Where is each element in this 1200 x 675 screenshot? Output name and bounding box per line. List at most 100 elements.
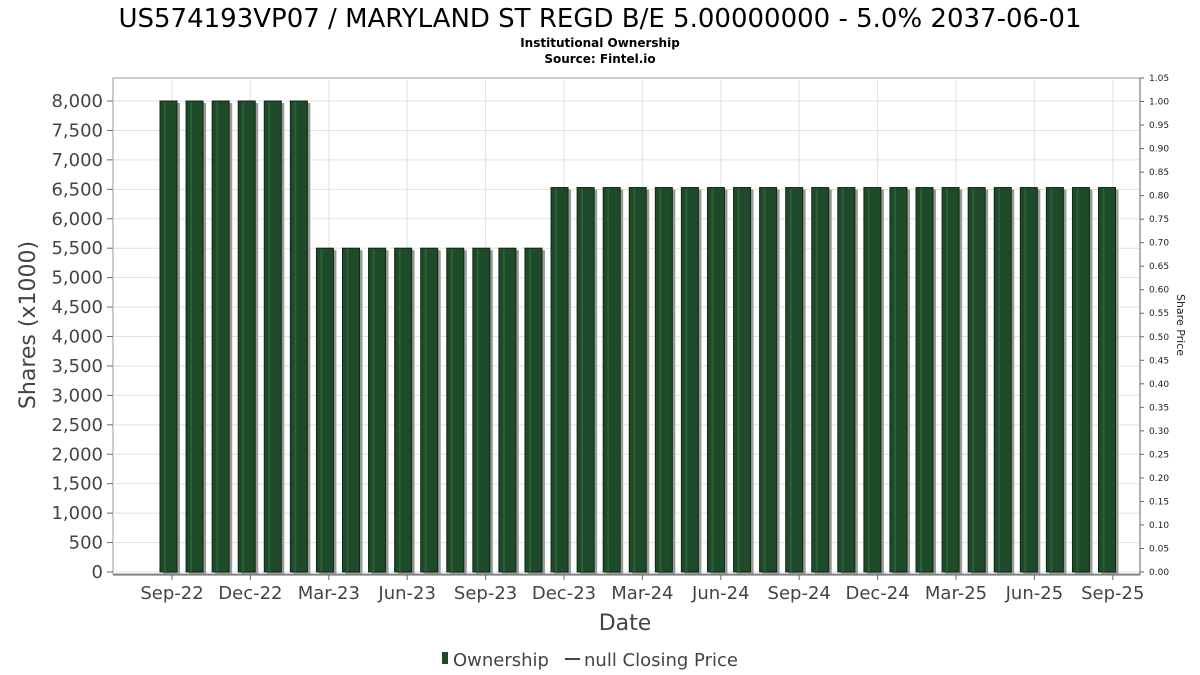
x-tick-label: Jun-23: [377, 583, 436, 604]
bar: [1045, 187, 1064, 573]
y2-tick-label: 0.75: [1149, 215, 1169, 225]
x-tick-label: Sep-23: [454, 583, 517, 604]
y-tick-label: 2,500: [51, 415, 103, 436]
bar: [759, 187, 778, 573]
bar: [733, 187, 752, 573]
bar: [289, 100, 308, 573]
y2-tick-label: 0.90: [1149, 145, 1169, 155]
y2-tick-label: 0.45: [1149, 356, 1169, 366]
y-tick-label: 4,500: [51, 297, 103, 318]
bar: [915, 187, 934, 573]
bar-highlight: [633, 188, 636, 572]
bar: [394, 247, 413, 573]
bar-highlight: [1102, 188, 1105, 572]
y-tick-label: 3,500: [51, 356, 103, 377]
bar: [420, 247, 439, 573]
bar: [680, 187, 699, 573]
y-tick-label: 8,000: [51, 91, 103, 112]
x-tick-label: Dec-23: [532, 583, 596, 604]
bar-highlight: [946, 188, 949, 572]
y2-tick-label: 0.10: [1149, 521, 1169, 531]
y-tick-label: 5,500: [51, 238, 103, 259]
bar-highlight: [164, 102, 166, 572]
bar-highlight: [1076, 188, 1079, 572]
bar: [159, 100, 178, 573]
bar: [811, 187, 830, 573]
bar-highlight: [242, 102, 245, 572]
bar-highlight: [502, 249, 505, 572]
bar-highlight: [607, 188, 610, 572]
y2-tick-label: 0.65: [1149, 262, 1169, 272]
bar: [472, 247, 491, 573]
bar: [628, 187, 647, 573]
bar: [211, 100, 230, 573]
bar: [863, 187, 882, 573]
legend: Ownership null Closing Price: [442, 650, 738, 671]
y-tick-label: 500: [69, 533, 103, 554]
bar-highlight: [737, 188, 740, 572]
bar-highlight: [1050, 188, 1053, 572]
x-tick-label: Mar-23: [298, 583, 360, 604]
bar-highlight: [893, 188, 896, 572]
x-tick-label: Dec-24: [845, 583, 909, 604]
bar: [550, 187, 569, 573]
y2-tick-label: 0.20: [1149, 474, 1169, 484]
bar-highlight: [320, 249, 323, 572]
bar-highlight: [450, 249, 453, 572]
y2-tick-label: 0.55: [1149, 309, 1169, 319]
bar-highlight: [190, 102, 193, 572]
bar-highlight: [398, 249, 401, 572]
y2-tick-label: 1.05: [1149, 74, 1169, 84]
bar-highlight: [346, 249, 349, 572]
y2-tick-label: 0.25: [1149, 450, 1169, 460]
y2-tick-label: 0.80: [1149, 192, 1169, 202]
bar-highlight: [841, 188, 844, 572]
bar: [602, 187, 621, 573]
bar-highlight: [659, 188, 662, 572]
bar: [1071, 187, 1090, 573]
bar-highlight: [711, 188, 714, 572]
x-tick-label: Sep-24: [768, 583, 831, 604]
bar-highlight: [789, 188, 792, 572]
bar-highlight: [372, 249, 375, 572]
bar-highlight: [216, 102, 219, 572]
bar: [889, 187, 908, 573]
y-tick-label: 7,000: [51, 150, 103, 171]
y2-axis-label: Share Price: [1174, 294, 1187, 356]
bar: [1098, 187, 1117, 573]
legend-swatch-ownership: [442, 652, 448, 664]
bar-highlight: [294, 102, 297, 572]
legend-item-ownership: Ownership: [453, 650, 549, 671]
bar-highlight: [424, 249, 427, 572]
bar: [941, 187, 960, 573]
y-tick-label: 7,500: [51, 120, 103, 141]
y-tick-label: 6,500: [51, 179, 103, 200]
bar-highlight: [815, 188, 818, 572]
y2-tick-label: 0.15: [1149, 497, 1169, 507]
bars: [159, 100, 1119, 574]
bar-highlight: [998, 188, 1001, 572]
y-tick-label: 2,000: [51, 444, 103, 465]
bar: [993, 187, 1012, 573]
x-tick-label: Mar-24: [611, 583, 673, 604]
chart-subtitle: Institutional Ownership: [520, 36, 680, 50]
y2-tick-label: 0.05: [1149, 544, 1169, 554]
bar-highlight: [867, 188, 870, 572]
bar: [237, 100, 256, 573]
bar: [654, 187, 673, 573]
y-tick-label: 0: [92, 562, 103, 583]
bar: [706, 187, 725, 573]
y2-tick-label: 0.40: [1149, 380, 1169, 390]
bar: [837, 187, 856, 573]
bar: [1019, 187, 1038, 573]
bar: [263, 100, 282, 573]
y2-tick-label: 0.85: [1149, 168, 1169, 178]
bar-highlight: [1024, 188, 1027, 572]
y-axis-label: Shares (x1000): [16, 241, 41, 409]
y-tick-label: 4,000: [51, 327, 103, 348]
y-tick-label: 5,000: [51, 268, 103, 289]
y2-tick-label: 0.00: [1149, 568, 1169, 578]
x-tick-label: Sep-25: [1081, 583, 1144, 604]
bar: [341, 247, 360, 573]
x-tick-label: Sep-22: [140, 583, 203, 604]
